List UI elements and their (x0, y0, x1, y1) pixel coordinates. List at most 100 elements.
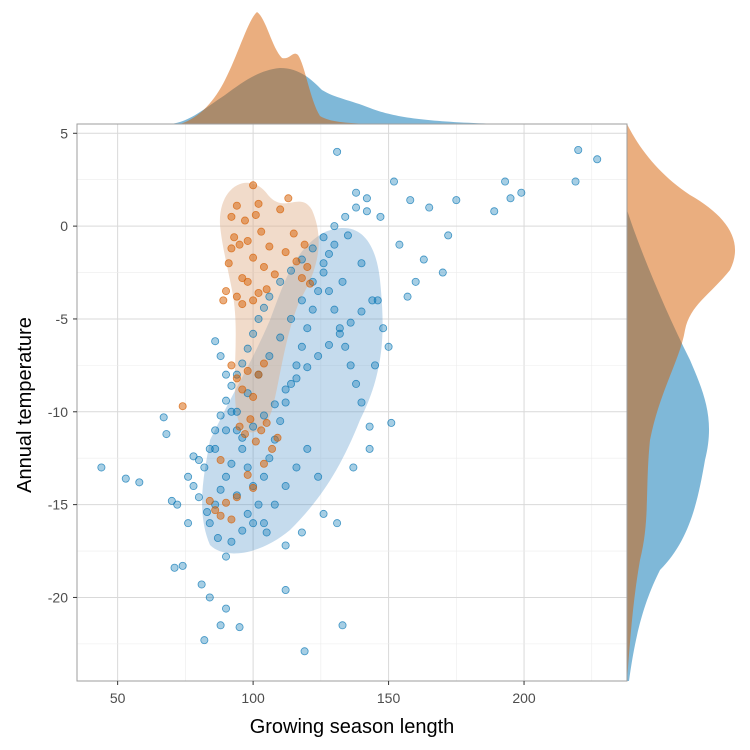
orange-point (281, 248, 290, 257)
orange-point (227, 515, 236, 524)
blue-point (173, 500, 182, 509)
y-tick-label: -5 (56, 311, 69, 327)
blue-point (262, 528, 271, 537)
blue-point (490, 207, 499, 216)
blue-point (222, 472, 231, 481)
blue-point (243, 389, 252, 398)
blue-point (373, 296, 382, 305)
orange-point (284, 194, 293, 203)
orange-point (243, 366, 252, 375)
top-marginal-density (85, 12, 627, 124)
blue-point (303, 363, 312, 372)
blue-point (389, 177, 398, 186)
blue-point (303, 324, 312, 333)
x-tick-label: 100 (241, 690, 265, 706)
blue-point (300, 647, 309, 656)
blue-point (270, 400, 279, 409)
y-tick-label: -10 (48, 404, 68, 420)
blue-point (270, 500, 279, 509)
orange-point (227, 244, 236, 253)
blue-point (159, 413, 168, 422)
orange-point (246, 415, 255, 424)
orange-point (243, 277, 252, 286)
blue-point (222, 396, 231, 405)
blue-point (205, 593, 214, 602)
blue-point (368, 296, 377, 305)
blue-point (333, 147, 342, 156)
blue-point (232, 407, 241, 416)
data-points (97, 145, 602, 656)
blue-point (178, 561, 187, 570)
orange-point (251, 210, 260, 219)
blue-point (205, 444, 214, 453)
blue-point (238, 526, 247, 535)
orange-point (254, 370, 263, 379)
blue-point (249, 329, 258, 338)
orange-point (219, 296, 228, 305)
blue-point (452, 196, 461, 205)
blue-point (335, 329, 344, 338)
x-axis-title: Growing season length (250, 716, 455, 738)
orange-point (262, 285, 271, 294)
orange-point (235, 422, 244, 431)
blue-point (352, 188, 361, 197)
blue-point (314, 287, 323, 296)
blue-point (352, 203, 361, 212)
blue-point (333, 519, 342, 528)
orange-point (238, 274, 247, 283)
orange-point (297, 274, 306, 283)
orange-point (238, 300, 247, 309)
orange-point (232, 374, 241, 383)
blue-point (235, 623, 244, 632)
blue-point (395, 240, 404, 249)
blue-point (341, 212, 350, 221)
blue-point (222, 604, 231, 613)
orange-point (292, 257, 301, 266)
blue-point (216, 411, 225, 420)
blue-point (197, 580, 206, 589)
blue-point (254, 500, 263, 509)
blue-point (292, 374, 301, 383)
y-axis-title: Annual temperature (14, 317, 36, 493)
orange-point (270, 270, 279, 279)
blue-point (287, 266, 296, 275)
blue-point (194, 456, 203, 465)
orange-point (227, 361, 236, 370)
y-tick-label: 5 (60, 125, 68, 141)
blue-point (170, 563, 179, 572)
orange-point (238, 385, 247, 394)
blue-point (324, 340, 333, 349)
orange-point (222, 287, 231, 296)
blue-point (308, 244, 317, 253)
blue-point (292, 361, 301, 370)
blue-point (365, 444, 374, 453)
blue-point (238, 359, 247, 368)
blue-point (222, 370, 231, 379)
blue-point (238, 444, 247, 453)
blue-point (343, 231, 352, 240)
orange-point (300, 240, 309, 249)
blue-point (362, 207, 371, 216)
orange-point (265, 242, 274, 251)
blue-point (249, 519, 258, 528)
orange-point (243, 470, 252, 479)
blue-point (297, 528, 306, 537)
y-tick-label: 0 (60, 218, 68, 234)
orange-point (303, 262, 312, 271)
blue-point (222, 426, 231, 435)
right-density-orange (627, 124, 736, 681)
top-density-blue (85, 68, 627, 124)
blue-point (314, 352, 323, 361)
orange-point (240, 430, 249, 439)
orange-point (249, 181, 258, 190)
blue-point (425, 203, 434, 212)
blue-point (319, 268, 328, 277)
blue-point (194, 493, 203, 502)
blue-point (216, 352, 225, 361)
blue-point (200, 463, 209, 472)
blue-point (227, 537, 236, 546)
orange-point (235, 240, 244, 249)
orange-point (257, 227, 266, 236)
blue-point (243, 344, 252, 353)
blue-point (281, 398, 290, 407)
